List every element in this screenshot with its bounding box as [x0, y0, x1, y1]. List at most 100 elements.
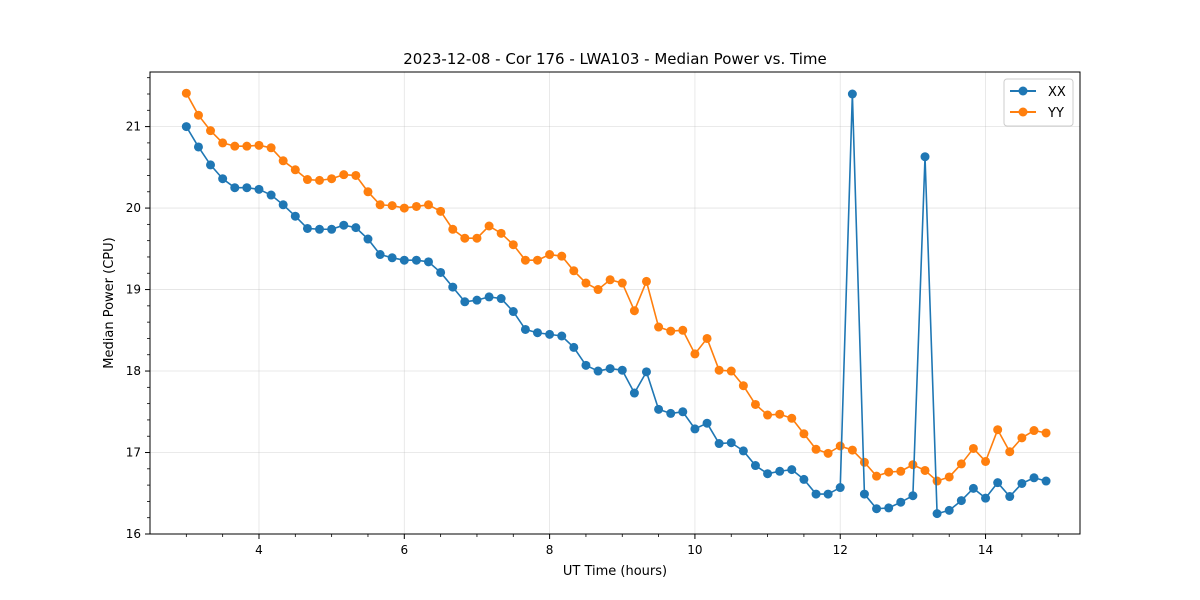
data-point-xx	[968, 483, 978, 493]
data-point-xx	[266, 190, 276, 200]
series-xx	[181, 89, 1051, 519]
data-point-yy	[230, 141, 240, 151]
data-point-xx	[545, 329, 555, 339]
data-point-yy	[787, 413, 797, 423]
data-point-yy	[520, 255, 530, 265]
data-point-xx	[823, 489, 833, 499]
y-tick-label: 18	[126, 364, 141, 378]
data-point-yy	[981, 456, 991, 466]
data-point-xx	[387, 253, 397, 263]
data-point-yy	[302, 175, 312, 185]
data-point-xx	[763, 469, 773, 479]
data-point-yy	[218, 138, 228, 148]
data-point-yy	[1041, 428, 1051, 438]
data-point-yy	[690, 349, 700, 359]
data-point-yy	[557, 251, 567, 261]
data-point-yy	[847, 445, 857, 455]
data-point-xx	[617, 365, 627, 375]
x-tick-label: 10	[687, 543, 702, 557]
data-point-xx	[218, 174, 228, 184]
legend-label-xx: XX	[1048, 85, 1066, 100]
data-point-xx	[641, 367, 651, 377]
y-tick-label: 21	[126, 120, 141, 134]
data-point-xx	[787, 465, 797, 475]
data-point-yy	[605, 275, 615, 285]
data-point-xx	[775, 466, 785, 476]
y-tick-label: 20	[126, 201, 141, 215]
data-point-xx	[799, 474, 809, 484]
data-point-xx	[484, 292, 494, 302]
data-point-xx	[1017, 478, 1027, 488]
data-point-xx	[448, 282, 458, 292]
data-point-yy	[993, 425, 1003, 435]
data-point-xx	[605, 364, 615, 374]
data-point-yy	[581, 278, 591, 288]
chart-title: 2023-12-08 - Cor 176 - LWA103 - Median P…	[403, 50, 827, 68]
data-point-xx	[678, 407, 688, 417]
data-point-yy	[484, 221, 494, 231]
data-point-xx	[714, 439, 724, 449]
data-point-xx	[593, 366, 603, 376]
data-point-yy	[508, 240, 518, 250]
data-point-yy	[327, 174, 337, 184]
data-point-xx	[302, 223, 312, 233]
data-point-xx	[339, 220, 349, 230]
data-point-xx	[472, 295, 482, 305]
legend: XX YY	[1003, 78, 1074, 127]
data-point-yy	[714, 365, 724, 375]
data-point-xx	[1041, 476, 1051, 486]
data-point-yy	[411, 201, 421, 211]
data-point-xx	[254, 184, 264, 194]
data-point-xx	[859, 489, 869, 499]
data-point-xx	[750, 461, 760, 471]
data-point-xx	[181, 122, 191, 132]
data-point-xx	[993, 478, 1003, 488]
data-point-yy	[641, 276, 651, 286]
data-point-xx	[242, 183, 252, 193]
data-point-yy	[872, 471, 882, 481]
data-point-xx	[496, 294, 506, 304]
data-point-yy	[545, 250, 555, 260]
data-point-xx	[520, 324, 530, 334]
x-tick-label: 14	[978, 543, 993, 557]
data-point-yy	[763, 410, 773, 420]
plot-frame	[149, 71, 1081, 535]
x-tick-label: 8	[546, 543, 554, 557]
y-axis-label: Median Power (CPU)	[102, 237, 117, 368]
data-point-xx	[375, 250, 385, 260]
data-point-xx	[629, 388, 639, 398]
axis-ticks: 4 6 8 10 12 14 16 17 18 19 20 21	[126, 77, 1059, 557]
data-point-yy	[181, 88, 191, 98]
data-point-yy	[654, 322, 664, 332]
data-point-xx	[702, 418, 712, 428]
data-point-yy	[193, 110, 203, 120]
data-point-yy	[532, 255, 542, 265]
data-point-yy	[569, 266, 579, 276]
data-point-yy	[339, 170, 349, 180]
data-point-xx	[569, 342, 579, 352]
data-point-xx	[956, 496, 966, 506]
data-point-xx	[690, 424, 700, 434]
data-point-xx	[811, 489, 821, 499]
data-point-yy	[775, 409, 785, 419]
y-tick-label: 17	[126, 446, 141, 460]
data-point-yy	[956, 459, 966, 469]
data-point-xx	[1029, 473, 1039, 483]
data-point-yy	[896, 466, 906, 476]
legend-marker-yy	[1018, 107, 1028, 117]
data-point-yy	[678, 325, 688, 335]
data-point-yy	[884, 467, 894, 477]
data-point-yy	[448, 224, 458, 234]
data-point-xx	[835, 483, 845, 493]
data-point-yy	[278, 156, 288, 166]
data-point-xx	[206, 160, 216, 170]
data-point-xx	[411, 255, 421, 265]
series-layer	[181, 88, 1051, 519]
data-point-xx	[944, 505, 954, 515]
data-point-yy	[290, 165, 300, 175]
data-point-xx	[557, 331, 567, 341]
data-point-xx	[666, 408, 676, 418]
data-point-yy	[835, 441, 845, 451]
data-point-yy	[799, 429, 809, 439]
data-point-yy	[702, 333, 712, 343]
